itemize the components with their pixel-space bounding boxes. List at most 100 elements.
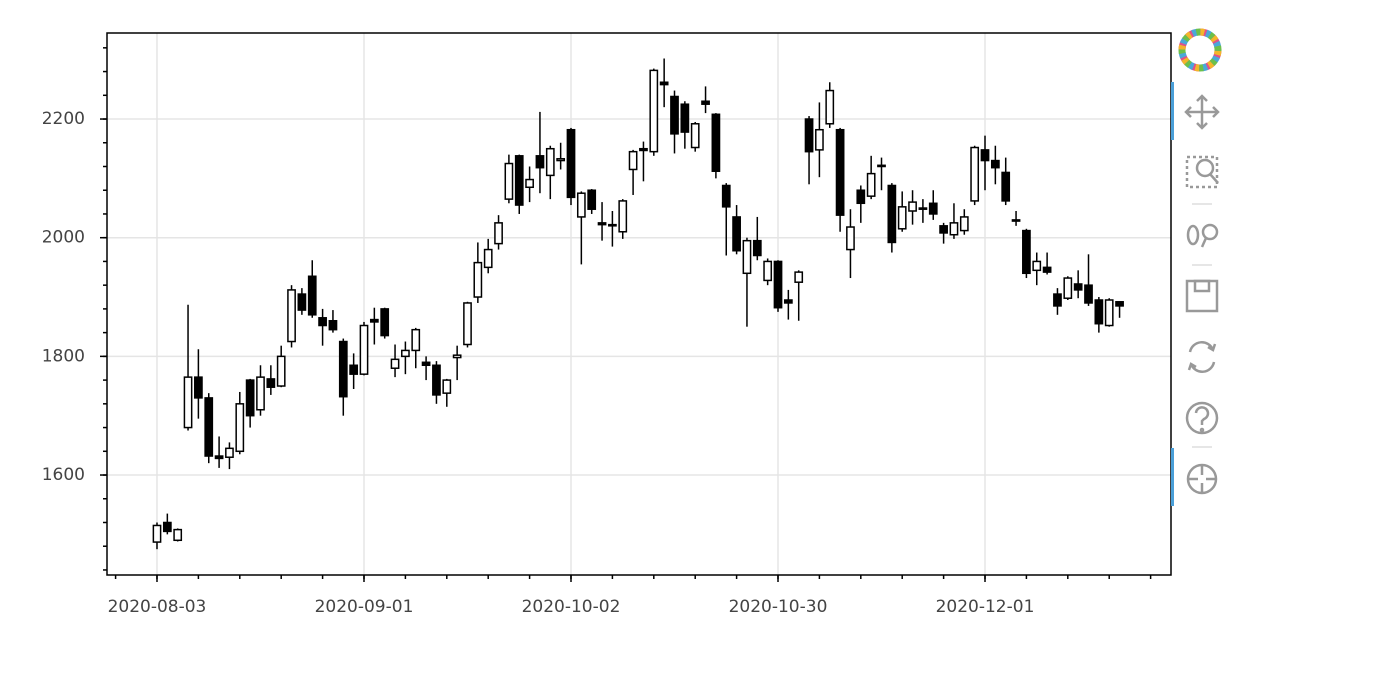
candle-body — [856, 189, 866, 205]
box-zoom-tool[interactable] — [1185, 155, 1219, 189]
candle-body — [442, 379, 452, 394]
candle-body — [1053, 293, 1062, 307]
active-indicator — [1171, 448, 1174, 506]
candle-body — [463, 302, 472, 346]
candle-body — [897, 206, 907, 230]
candle-body — [1104, 299, 1114, 327]
candle-body — [804, 118, 814, 153]
candle-body — [359, 324, 369, 375]
candle-body — [773, 260, 783, 309]
reset-tool[interactable] — [1187, 341, 1217, 373]
candle-body — [794, 271, 804, 283]
candle-body — [980, 149, 990, 162]
candle-body — [918, 207, 928, 210]
bokeh-logo[interactable] — [1178, 28, 1222, 72]
candle-body — [939, 225, 948, 234]
candle-body — [680, 103, 690, 133]
candle-body — [742, 239, 752, 275]
candle-body — [825, 89, 835, 125]
candle-body — [670, 95, 679, 135]
candle-body — [587, 189, 597, 210]
candle-body — [276, 355, 286, 387]
candle-body — [1011, 219, 1021, 222]
candle-body — [525, 178, 534, 189]
x-tick-label: 2020-10-30 — [729, 597, 828, 617]
candle-body — [566, 128, 576, 199]
candle-body — [173, 528, 183, 542]
candle-body — [369, 318, 379, 323]
candle-body — [1073, 283, 1083, 291]
candle-body — [1115, 301, 1124, 307]
candle-body — [815, 128, 824, 151]
candle-body — [545, 147, 555, 177]
candle-body — [401, 349, 410, 358]
help-tool[interactable] — [1185, 401, 1219, 435]
x-tick-label: 2020-10-02 — [522, 597, 621, 617]
candle-body — [1001, 171, 1011, 202]
candle-body — [763, 260, 773, 282]
candle-body — [628, 150, 638, 171]
candle-body — [494, 222, 503, 245]
candle-body — [846, 226, 855, 251]
candle-body — [535, 155, 545, 169]
y-tick-label: 2000 — [42, 228, 85, 248]
candle-body — [514, 155, 524, 206]
candle-body — [959, 216, 969, 232]
candle-body — [256, 376, 265, 411]
candle-body — [162, 521, 172, 533]
candle-body — [752, 239, 762, 257]
candle-body — [235, 403, 245, 453]
candle-body — [504, 162, 514, 200]
candle-body — [225, 447, 234, 458]
candle-body — [1084, 284, 1093, 304]
candle-body — [287, 289, 296, 343]
plot-frame — [106, 32, 1172, 576]
pan-tool[interactable] — [1184, 94, 1220, 130]
wheel-zoom-tool[interactable] — [1186, 223, 1219, 248]
candle-body — [1042, 266, 1052, 273]
candle-body — [297, 293, 307, 311]
candle-body — [887, 184, 897, 244]
candle-body — [194, 376, 203, 399]
candle-body — [990, 159, 1000, 169]
candle-body — [483, 248, 493, 269]
candle-body — [328, 320, 338, 331]
candle-body — [318, 317, 327, 327]
candle-body — [690, 123, 700, 149]
candle-body — [1094, 299, 1104, 325]
save-tool[interactable] — [1185, 279, 1219, 313]
candle-body — [411, 328, 421, 352]
candle-body — [835, 128, 845, 216]
candle-body — [214, 455, 224, 460]
candle-body — [421, 361, 431, 367]
candle-body — [307, 275, 317, 316]
candle-body — [866, 172, 876, 197]
candle-body — [556, 158, 566, 162]
candle-body — [732, 216, 741, 252]
candle-body — [659, 81, 669, 86]
candle-body — [618, 200, 628, 233]
candle-body — [970, 146, 980, 202]
candle-body — [183, 376, 193, 429]
y-tick-label: 1600 — [42, 465, 85, 485]
candle-body — [1063, 277, 1073, 299]
candle-body — [597, 222, 607, 226]
candle-body — [152, 524, 162, 543]
candle-body — [380, 308, 390, 337]
candle-body — [877, 164, 886, 168]
candle-body — [576, 192, 586, 218]
candle-body — [1032, 260, 1042, 272]
crosshair-tool[interactable] — [1186, 463, 1218, 495]
candle-body — [721, 184, 731, 208]
candle-body — [608, 223, 617, 227]
candle-body — [1022, 229, 1031, 275]
candle-body — [432, 364, 441, 396]
candle-body — [711, 113, 721, 172]
candle-body — [245, 379, 255, 417]
candle-body — [349, 364, 359, 375]
candle-body — [701, 100, 710, 105]
candle-body — [473, 261, 483, 298]
y-tick-label: 2200 — [42, 109, 85, 129]
x-tick-label: 2020-12-01 — [936, 597, 1035, 617]
